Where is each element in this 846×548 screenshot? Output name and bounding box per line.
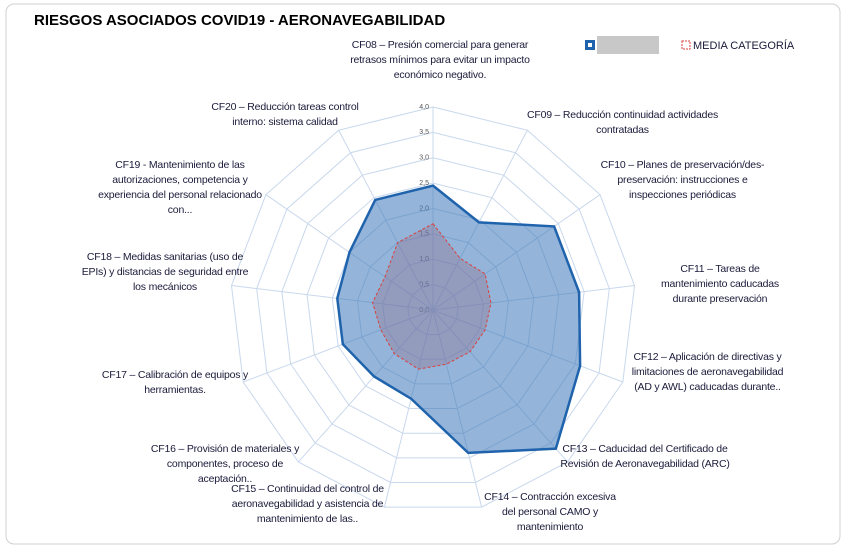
legend-swatch: [681, 40, 691, 50]
category-label: CF11 – Tareas de mantenimiento caducadas…: [661, 263, 779, 305]
series-area: [372, 223, 492, 370]
legend-redacted: [597, 36, 659, 54]
chart-title: RIESGOS ASOCIADOS COVID19 - AERONAVEGABI…: [34, 12, 445, 29]
category-label: CF14 – Contracción excesiva del personal…: [484, 491, 616, 533]
category-label: CF20 – Reducción tareas control interno:…: [211, 101, 359, 128]
r-tick-label: 3,0: [419, 155, 429, 162]
category-label: CF15 – Continuidad del control de aerona…: [231, 483, 384, 525]
category-label: CF19 - Mantenimiento de las autorizacion…: [98, 159, 262, 216]
r-tick-label: 2,5: [419, 180, 429, 187]
r-tick-label: 4,0: [419, 104, 429, 111]
category-label: CF18 – Medidas sanitarias (uso de EPIs) …: [81, 251, 249, 293]
grid-ring: [281, 157, 585, 459]
category-label: CF16 – Provisión de materiales y compone…: [150, 443, 300, 485]
legend-label: MEDIA CATEGORÍA: [693, 39, 795, 52]
series-area: [336, 184, 582, 455]
category-label: CF08 – Presión comercial para generar re…: [350, 39, 530, 81]
grid-ring: [256, 131, 610, 483]
r-tick-label: 3,5: [419, 129, 429, 136]
legend-swatch-inner: [588, 43, 592, 47]
category-label: CF13 – Caducidad del Certificado de Revi…: [560, 443, 730, 470]
category-label: CF10 – Planes de preservación/des-preser…: [600, 159, 765, 201]
category-label: CF12 – Aplicación de directivas y limita…: [631, 351, 784, 393]
category-label: CF09 – Reducción continuidad actividades…: [526, 109, 719, 136]
category-label: CF17 – Calibración de equipos y herramie…: [101, 369, 249, 396]
grid-ring: [230, 106, 636, 508]
